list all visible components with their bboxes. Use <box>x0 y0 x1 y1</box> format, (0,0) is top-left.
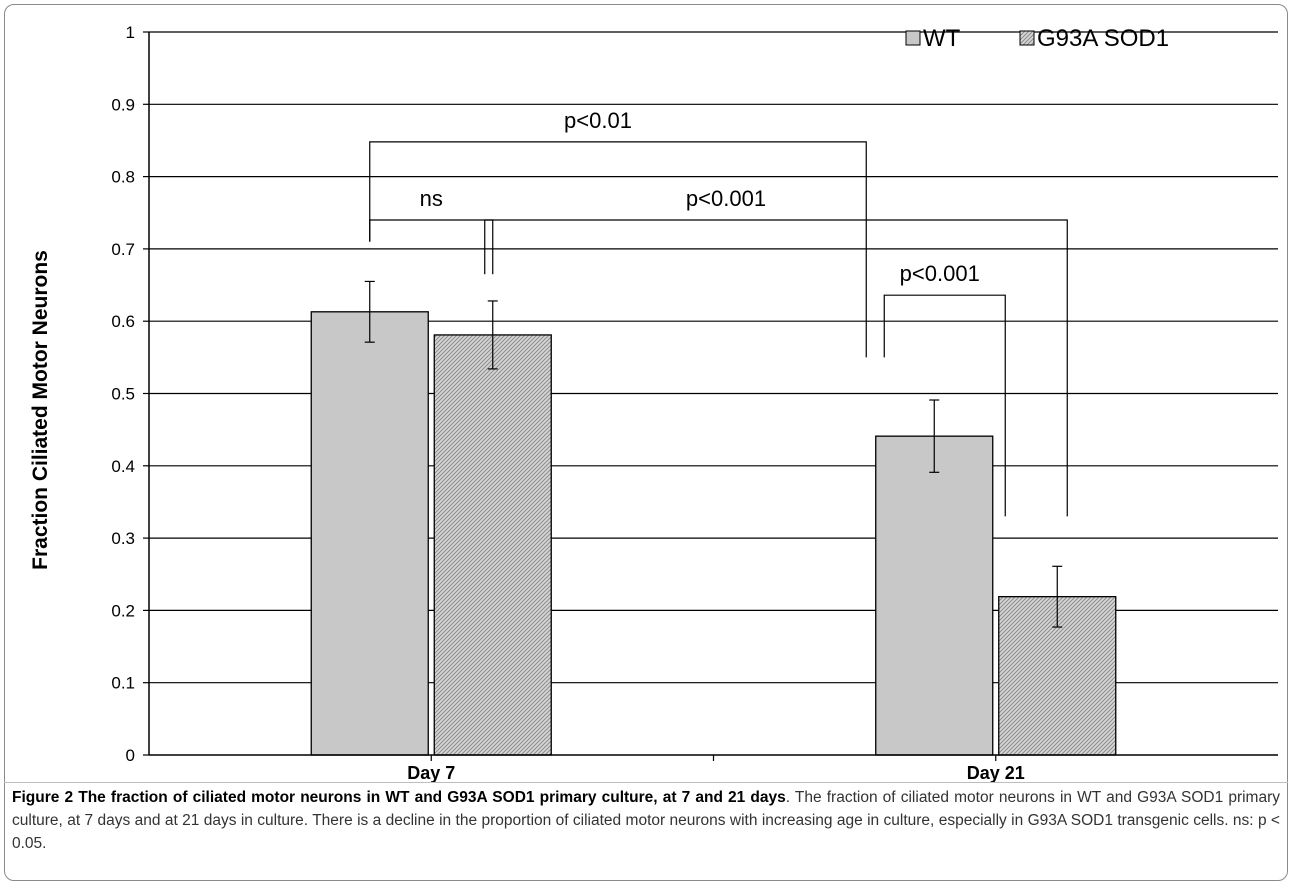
bars <box>310 280 1117 756</box>
bar-wt-day-7 <box>310 311 429 756</box>
x-category-label: Day 7 <box>407 763 455 782</box>
significance-label: p<0.01 <box>564 108 632 133</box>
axes: 0 0.1 0.2 0.3 0.4 0.5 0.6 0.7 0.8 0.9 1 Day 7 Day 21 <box>111 23 1278 782</box>
y-axis-title: Fraction Ciliated Motor Neurons <box>29 250 52 570</box>
significance-label: ns <box>420 186 443 211</box>
significance-bracket <box>883 294 1006 517</box>
y-tick-label: 0.6 <box>111 312 135 331</box>
caption-body: . The fraction of ciliated motor neurons… <box>12 789 1280 852</box>
legend-label: G93A SOD1 <box>1037 25 1169 52</box>
legend-label: WT <box>923 25 961 52</box>
y-tick-label: 0.5 <box>111 385 135 404</box>
bar-g93a-sod1-day-7 <box>433 334 552 756</box>
legend-swatch <box>905 30 921 46</box>
figure-frame <box>4 4 1288 881</box>
x-category-label: Day 21 <box>967 763 1025 782</box>
significance-annotations: ns p<0.01 p<0.001 p<0.001 <box>369 108 1068 517</box>
y-tick-label: 0.2 <box>111 601 135 620</box>
caption-divider <box>4 782 1288 783</box>
significance-bracket <box>369 141 867 358</box>
significance-label: p<0.001 <box>900 261 980 286</box>
significance-bracket <box>369 219 494 275</box>
y-tick-label: 0.3 <box>111 529 135 548</box>
bar-wt-day-21 <box>875 435 994 756</box>
significance-label: p<0.001 <box>686 186 766 211</box>
bar-chart: 0 0.1 0.2 0.3 0.4 0.5 0.6 0.7 0.8 0.9 1 Day 7 Day 21… <box>29 23 1278 782</box>
y-tick-label: 0.7 <box>111 240 135 259</box>
y-tick-label: 1 <box>126 23 135 42</box>
y-tick-label: 0.4 <box>111 457 135 476</box>
y-tick-label: 0 <box>126 746 135 765</box>
legend-swatch <box>1019 30 1035 46</box>
y-tick-label: 0.9 <box>111 95 135 114</box>
y-tick-label: 0.8 <box>111 168 135 187</box>
legend: WT G93A SOD1 <box>905 25 1169 52</box>
significance-bracket <box>484 219 1068 517</box>
y-tick-label: 0.1 <box>111 674 135 693</box>
figure-caption: Figure 2 The fraction of ciliated motor … <box>12 786 1280 855</box>
caption-title: Figure 2 The fraction of ciliated motor … <box>12 789 786 806</box>
